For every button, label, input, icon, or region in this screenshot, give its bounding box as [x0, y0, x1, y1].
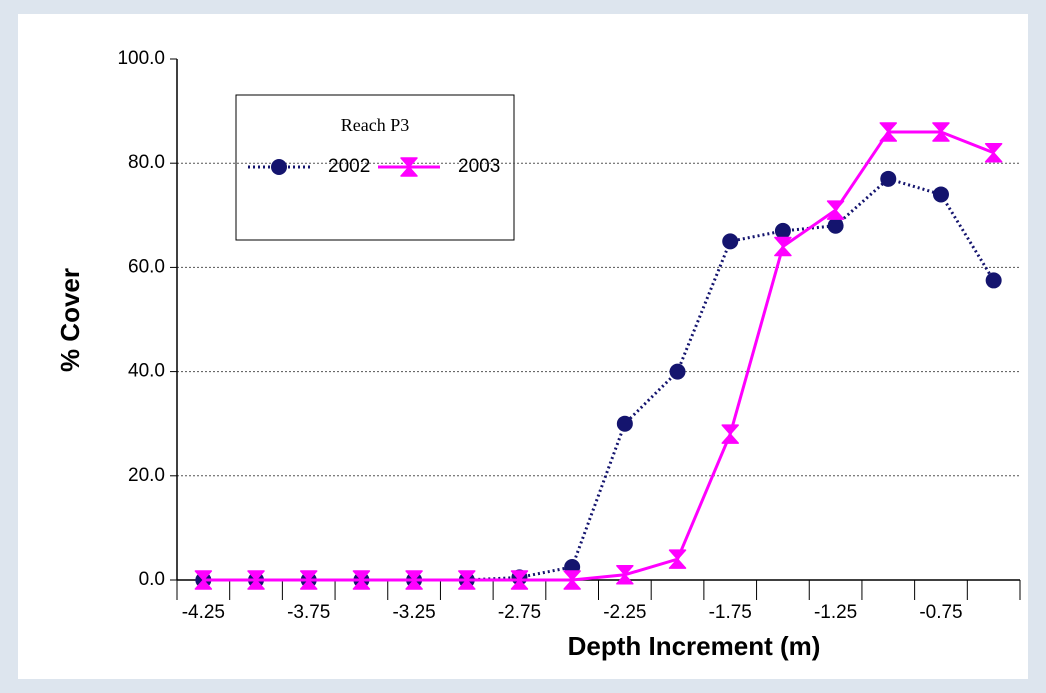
series-line [203, 130, 995, 582]
x-tick-label: -2.25 [603, 602, 646, 623]
x-tick-label: -4.25 [182, 602, 225, 623]
data-point [299, 570, 318, 590]
data-point [932, 122, 950, 142]
data-point [458, 570, 476, 590]
data-point [722, 233, 739, 250]
y-tick-label: 60.0 [128, 256, 165, 277]
data-point [880, 170, 897, 187]
chart-panel [18, 14, 1028, 679]
data-point [668, 549, 687, 569]
data-point [879, 122, 898, 142]
legend-marker [400, 157, 418, 177]
x-tick-label: -0.75 [919, 602, 962, 623]
x-tick-label: -3.75 [287, 602, 330, 623]
data-point [563, 570, 581, 590]
legend-label: 2003 [458, 156, 500, 177]
data-point [669, 363, 686, 380]
legend-marker [271, 159, 287, 175]
data-point [826, 200, 845, 220]
x-tick-label: -1.75 [709, 602, 752, 623]
data-point [932, 186, 949, 203]
data-point [352, 570, 371, 590]
data-point [774, 222, 791, 239]
data-point [774, 236, 792, 257]
x-axis-title: Depth Increment (m) [568, 631, 821, 661]
y-tick-label: 20.0 [128, 465, 165, 486]
y-tick-label: 40.0 [128, 361, 165, 382]
legend-title: Reach P3 [341, 115, 409, 135]
data-point [510, 570, 529, 590]
data-point [616, 565, 634, 585]
y-tick-label: 80.0 [128, 152, 165, 173]
data-point [405, 570, 423, 590]
data-point [194, 570, 213, 590]
data-point [247, 570, 265, 590]
data-point [616, 415, 633, 432]
data-point [985, 272, 1002, 289]
data-point [827, 217, 844, 234]
data-point [721, 424, 739, 444]
legend-label: 2002 [328, 156, 370, 177]
y-axis-title: % Cover [55, 268, 85, 372]
x-tick-label: -1.25 [814, 602, 857, 623]
y-tick-label: 100.0 [117, 48, 165, 69]
data-point [984, 143, 1003, 163]
y-tick-label: 0.0 [139, 569, 165, 590]
x-tick-label: -3.25 [392, 602, 435, 623]
x-tick-label: -2.75 [498, 602, 541, 623]
